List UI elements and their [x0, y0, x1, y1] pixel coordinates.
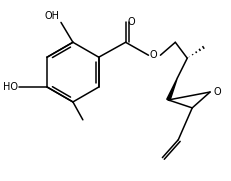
Text: O: O: [213, 87, 221, 97]
Text: HO: HO: [3, 82, 18, 92]
Text: O: O: [128, 17, 135, 27]
Text: OH: OH: [45, 11, 60, 21]
Text: O: O: [149, 50, 157, 60]
Polygon shape: [167, 78, 177, 101]
